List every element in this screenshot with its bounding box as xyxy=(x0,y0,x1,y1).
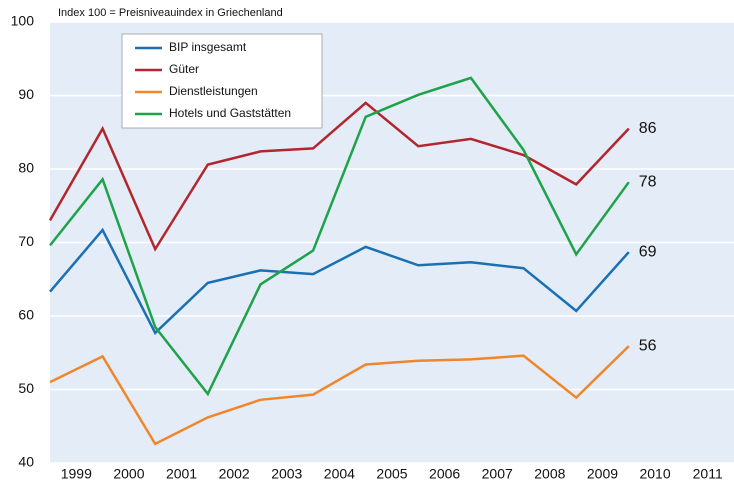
x-tick-label: 2009 xyxy=(587,466,618,482)
data-label: 78 xyxy=(639,173,657,190)
data-label: 86 xyxy=(639,120,657,137)
y-tick-label: 100 xyxy=(11,13,35,29)
y-tick-label: 50 xyxy=(18,380,34,396)
x-tick-label: 2005 xyxy=(376,466,407,482)
series-line xyxy=(49,345,630,446)
x-tick-label: 2006 xyxy=(429,466,460,482)
series-line xyxy=(49,76,630,397)
legend-label: BIP insgesamt xyxy=(169,40,247,54)
x-tick-label: 2001 xyxy=(166,466,197,482)
x-tick-label: 2011 xyxy=(693,466,723,482)
y-tick-label: 90 xyxy=(18,86,34,102)
legend-label: Güter xyxy=(169,62,199,76)
y-tick-label: 80 xyxy=(18,160,34,176)
y-tick-label: 60 xyxy=(18,307,34,323)
x-tick-label: 2007 xyxy=(482,466,513,482)
x-tick-label: 2008 xyxy=(534,466,565,482)
y-tick-label: 40 xyxy=(18,454,34,470)
x-tick-label: 2003 xyxy=(271,466,302,482)
series-line xyxy=(49,227,630,335)
legend-label: Dienstleistungen xyxy=(169,84,258,98)
x-tick-label: 1999 xyxy=(61,466,92,482)
x-tick-label: 2002 xyxy=(219,466,250,482)
x-tick-label: 2004 xyxy=(324,466,355,482)
series-line xyxy=(48,101,630,252)
y-tick-label: 70 xyxy=(18,233,34,249)
legend-label: Hotels und Gaststätten xyxy=(169,106,291,120)
x-tick-label: 2000 xyxy=(113,466,144,482)
data-label: 56 xyxy=(639,337,657,354)
chart-subtitle: Index 100 = Preisniveauindex in Griechen… xyxy=(58,7,283,19)
data-label: 69 xyxy=(639,243,657,260)
legend: BIP insgesamt Güter Dienstleistungen Hotels… xyxy=(121,33,323,129)
x-tick-label: 2010 xyxy=(639,466,670,482)
legend-box xyxy=(121,33,323,129)
